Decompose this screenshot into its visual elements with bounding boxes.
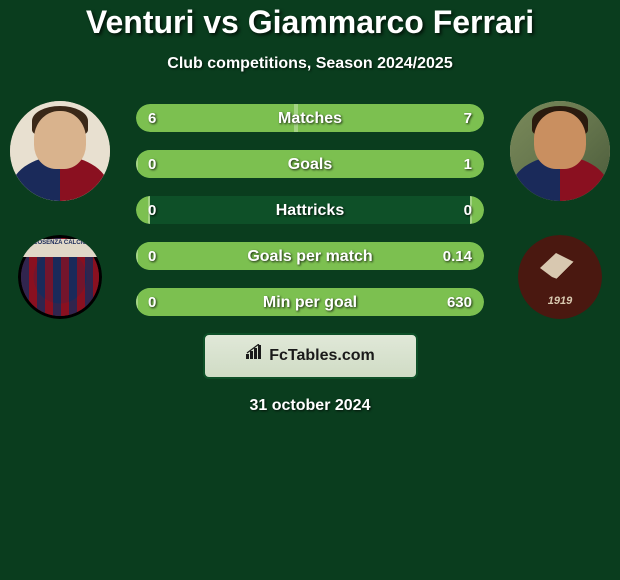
- stat-value-right: 0.14: [443, 242, 472, 271]
- stats-bars: 6 Matches 7 0 Goals 1 0 Hattricks 0: [135, 101, 485, 317]
- salernitana-crest: [518, 235, 602, 319]
- avatar-head: [34, 111, 86, 169]
- stat-row-matches: 6 Matches 7: [135, 103, 485, 133]
- stat-value-right: 630: [447, 288, 472, 317]
- stat-label: Goals per match: [136, 242, 484, 271]
- date-label: 31 october 2024: [0, 397, 620, 415]
- stat-value-right: 7: [464, 104, 472, 133]
- player-avatar-left: [10, 101, 110, 201]
- stat-row-hattricks: 0 Hattricks 0: [135, 195, 485, 225]
- footer-label: FcTables.com: [269, 347, 375, 364]
- stat-value-right: 0: [464, 196, 472, 225]
- stat-value-left: 0: [148, 242, 156, 271]
- stat-value-left: 0: [148, 288, 156, 317]
- stat-value-left: 6: [148, 104, 156, 133]
- stat-label: Goals: [136, 150, 484, 179]
- main-area: COSENZA CALCIO 6 Matches 7 0 Goals 1: [0, 101, 620, 415]
- player-avatar-right: [510, 101, 610, 201]
- avatar-head: [534, 111, 586, 169]
- page-title: Venturi vs Giammarco Ferrari: [0, 0, 620, 41]
- stat-row-goals-per-match: 0 Goals per match 0.14: [135, 241, 485, 271]
- stat-label: Matches: [136, 104, 484, 133]
- stat-row-min-per-goal: 0 Min per goal 630: [135, 287, 485, 317]
- stat-row-goals: 0 Goals 1: [135, 149, 485, 179]
- footer-badge: FcTables.com: [203, 333, 418, 379]
- cosenza-crest-text: COSENZA CALCIO: [22, 239, 98, 257]
- stat-value-left: 0: [148, 150, 156, 179]
- stat-value-left: 0: [148, 196, 156, 225]
- chart-icon: [245, 335, 265, 377]
- subtitle: Club competitions, Season 2024/2025: [0, 55, 620, 73]
- stat-value-right: 1: [464, 150, 472, 179]
- comparison-infographic: Venturi vs Giammarco Ferrari Club compet…: [0, 0, 620, 580]
- club-logo-left: COSENZA CALCIO: [18, 235, 102, 319]
- club-logo-right: [518, 235, 602, 319]
- stat-label: Min per goal: [136, 288, 484, 317]
- stat-label: Hattricks: [136, 196, 484, 225]
